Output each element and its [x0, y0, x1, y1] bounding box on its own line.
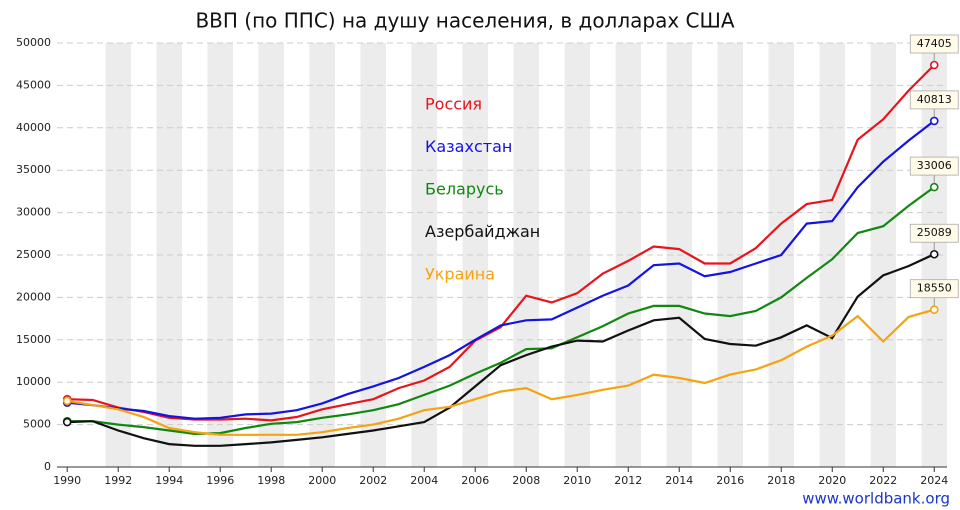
legend-entry: Россия [425, 95, 482, 114]
value-label: 18550 [917, 282, 952, 295]
y-tick-label: 5000 [23, 418, 51, 431]
y-tick-label: 30000 [16, 206, 51, 219]
value-label-box [909, 34, 959, 54]
value-label: 40813 [917, 93, 952, 106]
x-tick-label: 2010 [563, 474, 591, 487]
x-tick-label: 1998 [257, 474, 285, 487]
y-tick-label: 45000 [16, 78, 51, 91]
series-line [67, 64, 935, 422]
x-tick-label: 2020 [818, 474, 846, 487]
legend-entry: Казахстан [425, 137, 512, 156]
y-tick-label: 20000 [16, 290, 51, 303]
x-tick-label: 2002 [359, 474, 387, 487]
x-tick-label: 2018 [767, 474, 795, 487]
end-marker [62, 417, 72, 427]
series-line [67, 120, 935, 420]
lines: 47405 Россия 40813 Казахстан 33006 Беларусь 25… [62, 34, 959, 447]
end-marker [929, 249, 939, 259]
x-tick-label: 1990 [53, 474, 81, 487]
x-tick-label: 2000 [308, 474, 336, 487]
y-tick-label: 0 [44, 460, 51, 473]
series-line [67, 308, 935, 436]
x-tick-label: 2004 [410, 474, 438, 487]
x-tick-label: 1992 [104, 474, 132, 487]
x-tick-label: 2022 [869, 474, 897, 487]
legend-entry: Украина [425, 265, 495, 284]
y-tick-label: 40000 [16, 121, 51, 134]
chart-title: ВВП (по ППС) на душу населения, в доллар… [195, 9, 734, 33]
value-label: 47405 [917, 37, 952, 50]
source: www.worldbank.org [802, 490, 950, 508]
end-marker [929, 182, 939, 192]
x-tick-label: 2016 [716, 474, 744, 487]
end-marker [62, 396, 72, 406]
legend-entry: Беларусь [425, 180, 504, 199]
value-label: 25089 [917, 226, 952, 239]
value-label-box [909, 279, 959, 299]
value-label-box [909, 223, 959, 243]
end-marker [929, 60, 939, 70]
y-tick-label: 35000 [16, 163, 51, 176]
x-tick-label: 1994 [155, 474, 183, 487]
value-label-box [909, 90, 959, 110]
y-tick-label: 10000 [16, 375, 51, 388]
x-tick-label: 2012 [614, 474, 642, 487]
y-tick-label: 25000 [16, 248, 51, 261]
grid: 1990 1992 1994 1996 1998 2000 2002 2004 2006 2008… [16, 36, 948, 487]
y-tick-label: 50000 [16, 36, 51, 49]
legend-entry: Азербайджан [425, 222, 540, 241]
x-tick-label: 1996 [206, 474, 234, 487]
end-marker [929, 116, 939, 126]
x-tick-label: 2014 [665, 474, 693, 487]
value-label: 33006 [917, 159, 952, 172]
value-label-box [909, 156, 959, 176]
x-tick-label: 2008 [512, 474, 540, 487]
end-marker [929, 305, 939, 314]
x-tick-label: 2024 [920, 474, 948, 487]
x-tick-label: 2006 [461, 474, 489, 487]
y-tick-label: 15000 [16, 333, 51, 346]
series-line [67, 253, 935, 447]
